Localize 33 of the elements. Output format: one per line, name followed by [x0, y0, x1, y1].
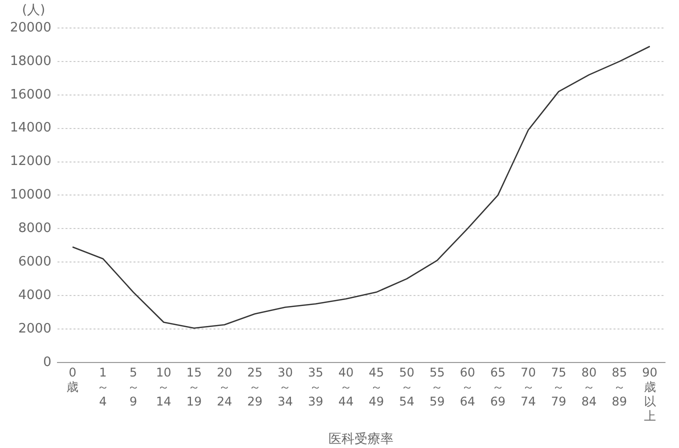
y-tick-label: 2000	[18, 321, 52, 336]
x-tick-label: 40～44	[338, 366, 354, 409]
y-tick-label: 12000	[10, 154, 52, 170]
x-tick-label: 70～74	[520, 366, 536, 409]
y-tick-label: 18000	[10, 54, 52, 69]
y-tick-label: 20000	[10, 20, 52, 36]
y-tick-label: 10000	[10, 188, 52, 203]
x-tick-label: 20～24	[216, 366, 232, 409]
x-tick-label: 45～49	[368, 366, 384, 409]
y-tick-label: 14000	[10, 120, 52, 136]
y-tick-label: 0	[43, 354, 52, 370]
x-tick-label: 75～79	[551, 366, 566, 409]
y-tick-label: 8000	[18, 221, 52, 236]
x-tick-label: 55～59	[429, 366, 445, 409]
x-tick-label: 90歳以上	[642, 366, 658, 423]
x-tick-label: 60～64	[460, 366, 476, 409]
x-axis-title: 医科受療率	[328, 430, 394, 447]
x-tick-label: 0歳	[66, 366, 79, 394]
x-tick-label: 10～14	[156, 366, 172, 409]
x-tick-label: 80～84	[581, 366, 597, 409]
x-tick-label: 25～29	[247, 366, 262, 409]
x-tick-label: 85～89	[612, 366, 628, 409]
y-tick-label: 16000	[10, 87, 52, 102]
x-tick-label: 15～19	[186, 366, 202, 409]
y-tick-label: 6000	[18, 254, 52, 270]
x-tick-label: 35～39	[308, 366, 324, 409]
y-axis-title: (人)	[22, 2, 46, 18]
x-tick-label: 1～4	[96, 366, 109, 409]
x-tick-label: 5～9	[127, 366, 140, 409]
x-tick-label: 65～69	[490, 366, 506, 409]
x-tick-label: 50～54	[399, 366, 414, 409]
x-tick-label: 30～34	[278, 366, 293, 409]
y-tick-label: 4000	[18, 288, 52, 303]
